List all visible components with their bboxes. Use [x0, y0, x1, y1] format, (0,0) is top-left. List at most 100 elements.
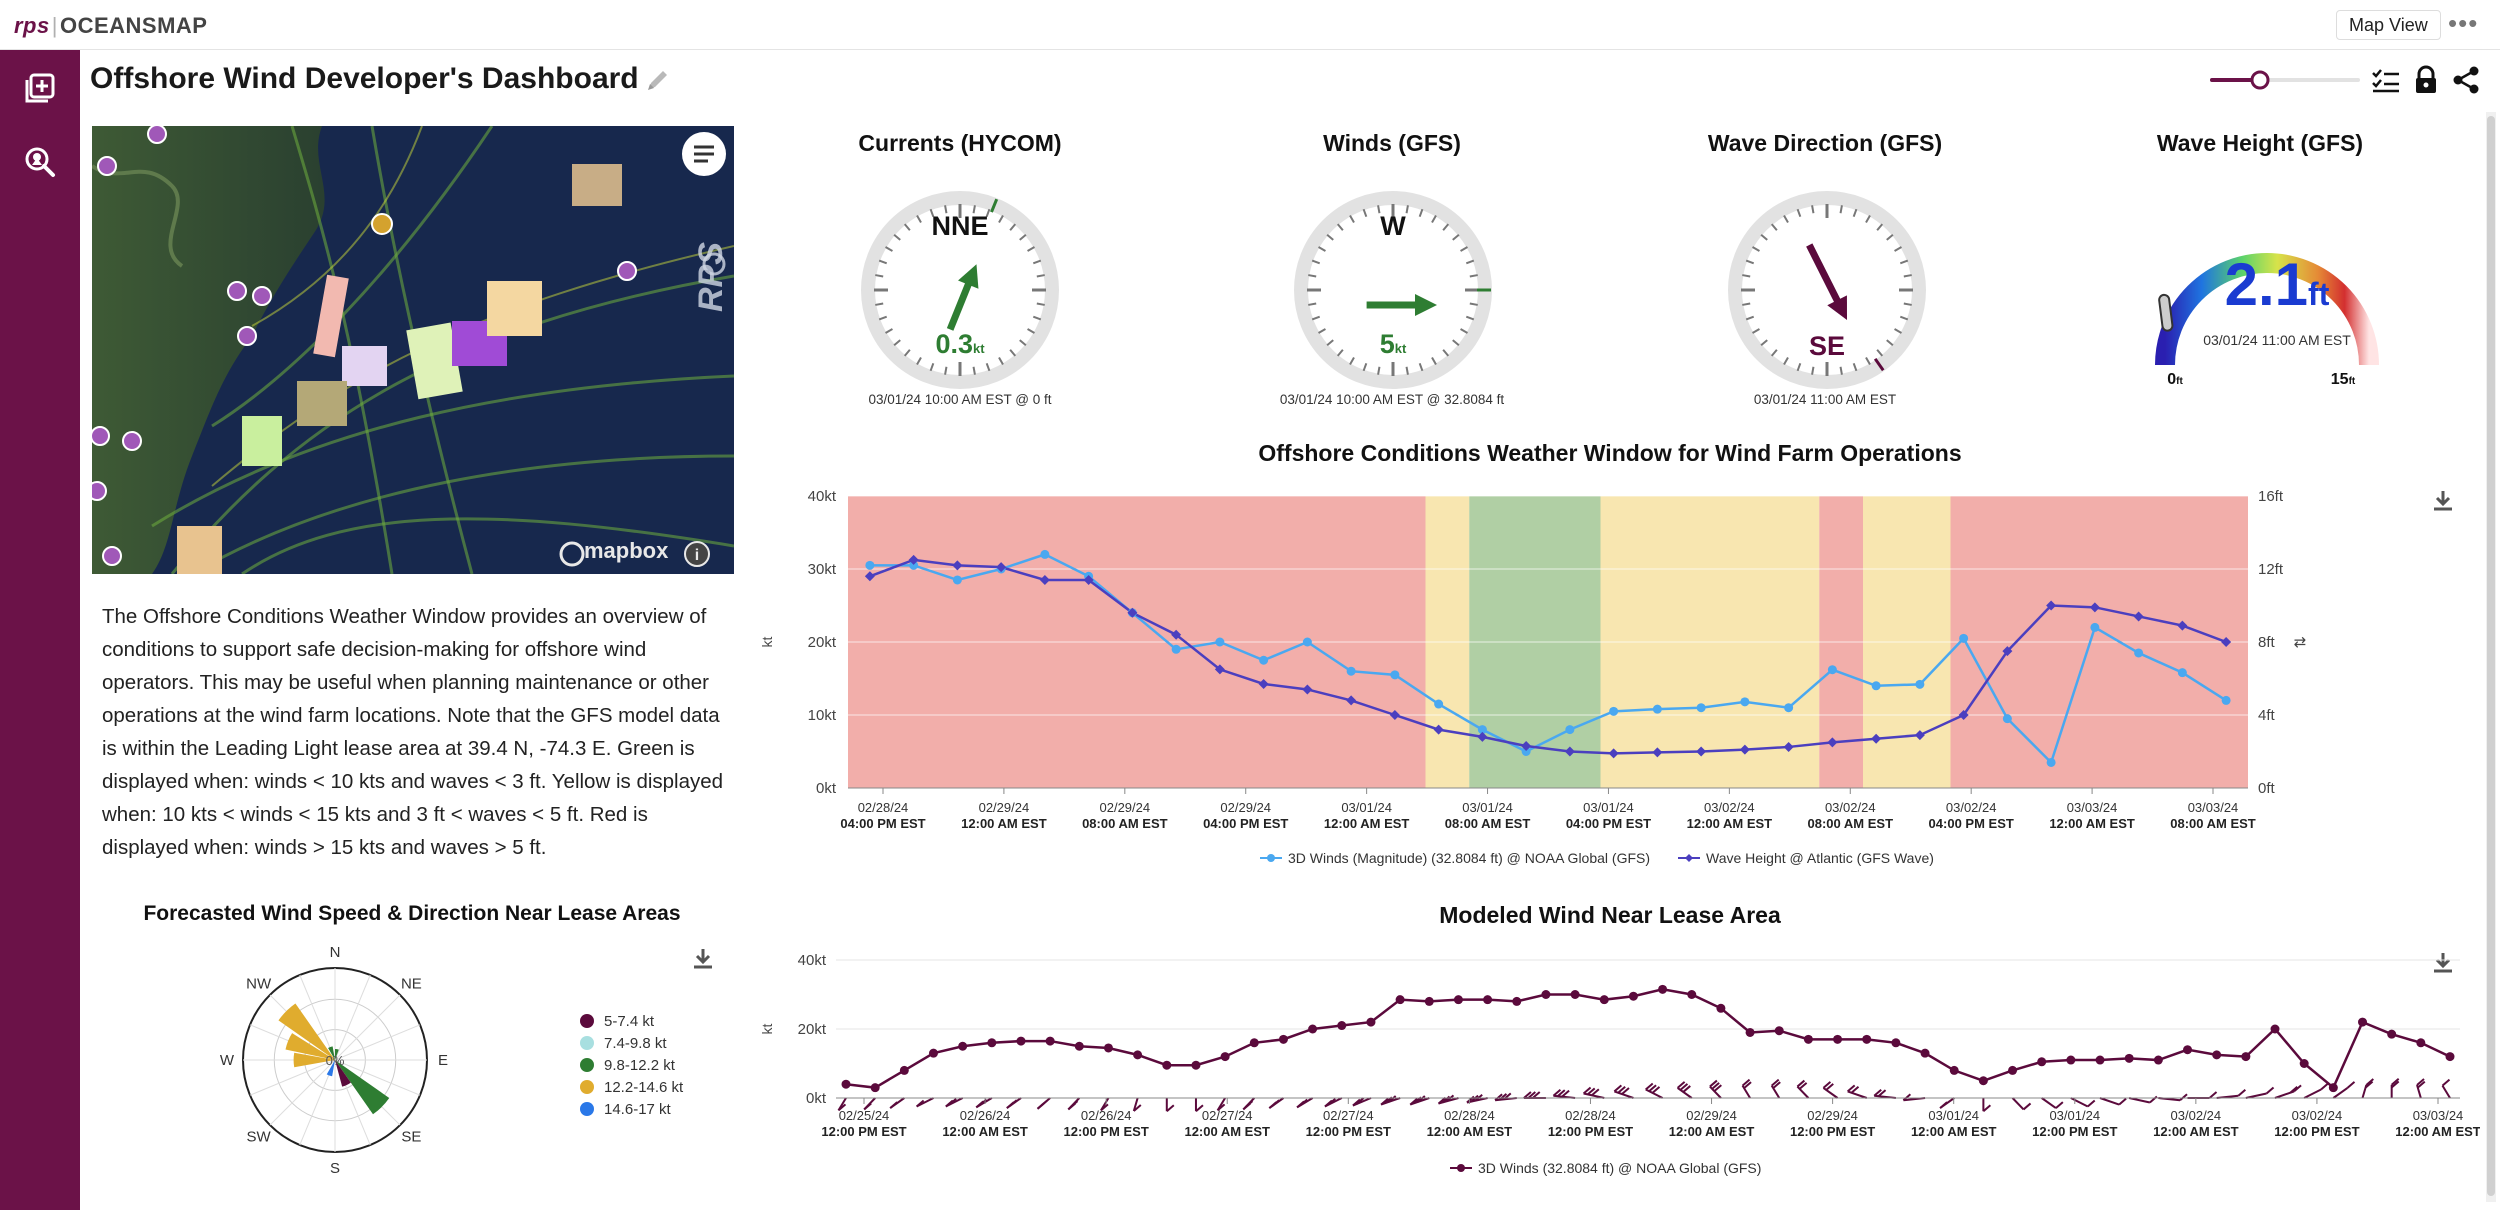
oceansmap-logo[interactable]: rps|OCEANSMAP	[14, 13, 208, 38]
more-options-icon[interactable]: •••	[2448, 8, 2479, 38]
map-legend-button[interactable]	[682, 132, 726, 176]
wind-barb-feather	[1711, 1082, 1720, 1090]
gauge-tick	[972, 366, 976, 375]
left-tick-label: 0kt	[816, 780, 837, 797]
winds-value: 5	[1380, 329, 1395, 359]
gauge-tick	[903, 223, 911, 231]
gauge-tick	[1783, 357, 1789, 365]
rose-spoke	[334, 1024, 421, 1061]
waves-point	[1083, 574, 1094, 585]
modeled-wind-download-icon[interactable]	[2430, 950, 2456, 976]
winds-point	[1302, 637, 1312, 647]
winds-point	[2134, 648, 2144, 658]
gauge-tick	[878, 315, 888, 321]
currents-direction-label: NNE	[931, 211, 988, 241]
waves-point	[1521, 741, 1532, 752]
waves-point	[1171, 629, 1182, 640]
opacity-slider[interactable]	[2210, 68, 2360, 92]
modeled-wind-point	[1978, 1076, 1988, 1086]
gauge-tick	[1311, 259, 1321, 265]
checklist-icon[interactable]	[2370, 64, 2402, 96]
x-tick-date: 03/03/24	[2188, 800, 2239, 815]
waves-point	[1914, 730, 1925, 741]
legend-winds-item[interactable]: 3D Winds (Magnitude) (32.8084 ft) @ NOAA…	[1260, 850, 1650, 866]
wind-rose-download-icon[interactable]	[690, 946, 716, 972]
x-tick-time: 12:00 AM EST	[1687, 816, 1773, 831]
wind-barb-feather	[1271, 1099, 1280, 1107]
gauge-tick	[1431, 357, 1437, 365]
winds-point	[1259, 655, 1269, 665]
add-layer-icon[interactable]	[22, 70, 58, 106]
wind-barb	[2099, 1097, 2120, 1106]
waves-point	[1389, 710, 1400, 720]
right-tick-label: 12ft	[2258, 561, 2284, 578]
wind-rose-legend-item[interactable]: 5-7.4 kt	[580, 1010, 683, 1032]
wind-barb-feather	[1682, 1085, 1691, 1093]
wave-height-unit: ft	[2308, 276, 2330, 312]
waves-point	[1039, 574, 1050, 585]
wind-barb-feather	[1557, 1089, 1566, 1097]
gauge-tick	[1811, 205, 1815, 214]
wave-height-min-unit: ft	[2176, 376, 2183, 387]
x-tick-time: 12:00 AM EST	[2395, 1124, 2480, 1139]
wave-direction-label: SE	[1809, 331, 1845, 361]
map-view-button[interactable]: Map View	[2336, 10, 2441, 40]
wind-barb	[1847, 1090, 1868, 1099]
x-tick-time: 08:00 AM EST	[1082, 816, 1168, 831]
gauge-tick	[893, 339, 901, 347]
y-axis-unit: kt	[759, 1023, 775, 1034]
gauge-tick	[885, 246, 893, 252]
lock-icon[interactable]	[2410, 64, 2442, 96]
wind-rose-legend-item[interactable]: 12.2-14.6 kt	[580, 1076, 683, 1098]
lease-area-map[interactable]: i RPS mapbox	[92, 126, 734, 574]
wind-rose-chart[interactable]: 0% N NE E SE S SW W NW	[190, 935, 480, 1190]
rose-petal	[285, 1033, 335, 1060]
wind-barb-feather	[1299, 1098, 1308, 1107]
share-icon[interactable]	[2450, 64, 2482, 96]
gauge-tick	[1032, 315, 1042, 321]
wind-barb-feather	[2149, 1095, 2158, 1104]
rose-spoke	[334, 974, 371, 1061]
scrollbar-thumb[interactable]	[2487, 116, 2495, 1196]
wind-barb-feather	[1648, 1084, 1657, 1092]
wind-rose-legend-label: 9.8-12.2 kt	[604, 1056, 675, 1074]
rose-petal	[326, 1060, 335, 1077]
wind-rose-legend-item[interactable]: 7.4-9.8 kt	[580, 1032, 683, 1054]
rose-direction-label: W	[220, 1052, 235, 1069]
modeled-wind-point	[1366, 1017, 1376, 1027]
legend-waves-item[interactable]: Wave Height @ Atlantic (GFS Wave)	[1678, 850, 1934, 866]
legend-modeled-wind-label: 3D Winds (32.8084 ft) @ NOAA Global (GFS…	[1478, 1160, 1762, 1176]
location-search-icon[interactable]	[22, 144, 58, 180]
wave-height-gauge-title: Wave Height (GFS)	[2156, 130, 2364, 156]
legend-winds-swatch	[1260, 854, 1282, 862]
x-tick-date: 03/01/24	[1583, 800, 1634, 815]
legend-modeled-wind-item[interactable]: 3D Winds (32.8084 ft) @ NOAA Global (GFS…	[1450, 1160, 1761, 1176]
wave-height-max: 15	[2331, 371, 2349, 388]
modeled-wind-point	[1278, 1034, 1288, 1044]
wind-rose-legend-swatch	[580, 1014, 594, 1028]
map-canvas[interactable]: i	[92, 126, 734, 574]
gauge-tick	[998, 357, 1004, 365]
gauge-tick	[998, 215, 1004, 223]
wind-barb-feather	[2346, 1081, 2356, 1089]
wind-barb-feather	[948, 1098, 957, 1106]
winds-point	[1215, 637, 1225, 647]
gauge-tick	[1418, 362, 1424, 372]
gauge-tick	[944, 205, 948, 214]
weather-window-download-icon[interactable]	[2430, 488, 2456, 514]
mapbox-attribution[interactable]: mapbox	[584, 538, 669, 563]
modeled-wind-point	[2299, 1059, 2309, 1068]
weather-window-chart[interactable]: 0kt 10kt 20kt 30kt 40kt 0ft 4ft 8ft 12ft 16ft kt ⇄ 0…	[750, 480, 2480, 850]
modeled-wind-point	[928, 1048, 938, 1058]
wind-rose-legend-item[interactable]: 14.6-17 kt	[580, 1098, 683, 1120]
wind-rose-legend-label: 14.6-17 kt	[604, 1100, 671, 1118]
edit-pencil-icon[interactable]	[644, 66, 672, 94]
svg-text:2.1ft: 2.1ft	[2225, 251, 2330, 318]
wind-barb-feather	[1798, 1082, 1808, 1090]
svg-text:0ft: 0ft	[2167, 371, 2183, 388]
wind-rose-legend-item[interactable]: 9.8-12.2 kt	[580, 1054, 683, 1076]
wind-barb-feather	[1591, 1088, 1600, 1097]
winds-point	[1959, 633, 1969, 643]
waves-point	[1214, 664, 1225, 675]
